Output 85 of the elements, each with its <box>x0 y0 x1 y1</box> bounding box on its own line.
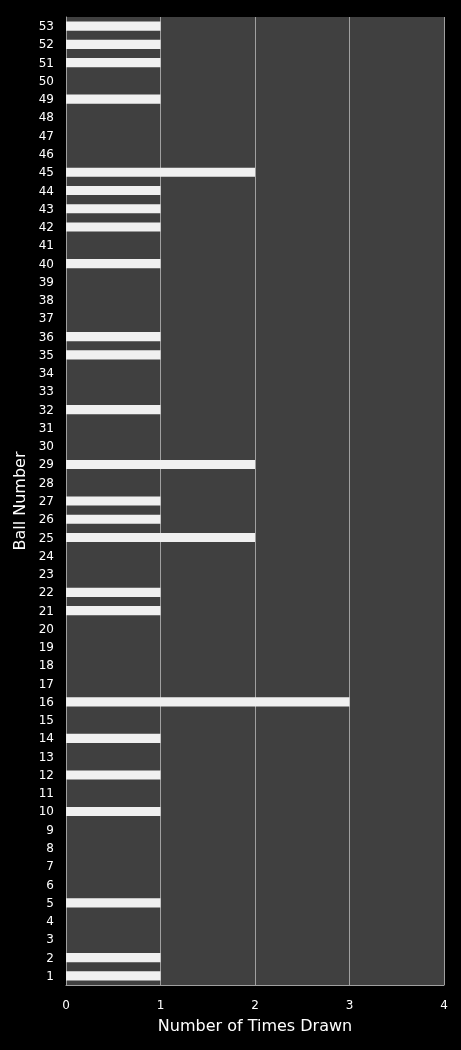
y-tick-label: 8 <box>46 841 54 856</box>
bar <box>66 587 161 597</box>
y-tick-label: 35 <box>38 347 54 362</box>
y-tick-label: 38 <box>38 293 54 308</box>
y-tick-label: 20 <box>38 621 54 636</box>
y-tick-label: 19 <box>38 640 54 655</box>
y-tick-label: 17 <box>38 676 54 691</box>
y-tick-label: 14 <box>38 731 54 746</box>
x-tick-label: 1 <box>156 998 165 1012</box>
y-tick-label: 33 <box>38 384 54 399</box>
bar <box>66 167 255 177</box>
y-tick-label: 6 <box>46 877 54 892</box>
bar <box>66 806 161 817</box>
y-tick-label: 24 <box>38 548 54 563</box>
bar <box>66 496 161 506</box>
y-tick-label: 5 <box>46 895 54 910</box>
bar <box>66 39 161 49</box>
bar <box>66 953 161 963</box>
x-tick-label: 4 <box>440 998 448 1012</box>
y-tick-label: 47 <box>38 128 54 143</box>
y-tick-label: 27 <box>38 494 54 508</box>
y-tick-label: 44 <box>38 183 54 198</box>
y-tick-label: 37 <box>38 311 54 326</box>
x-tick-label: 2 <box>251 998 259 1012</box>
y-axis-title: Ball Number <box>10 451 30 551</box>
y-tick-label: 41 <box>38 238 54 253</box>
y-tick-label: 29 <box>38 457 54 472</box>
y-tick-label: 49 <box>38 92 54 107</box>
bar <box>66 606 161 616</box>
bar <box>66 514 161 524</box>
bar <box>66 94 161 104</box>
y-tick-label: 11 <box>38 786 54 801</box>
bar <box>66 204 161 214</box>
y-tick-label: 45 <box>38 165 54 180</box>
y-tick-label: 51 <box>38 55 54 70</box>
x-axis-title: Number of Times Drawn <box>157 1015 353 1035</box>
bar <box>66 405 161 415</box>
y-tick-label: 53 <box>38 19 54 34</box>
y-tick-label: 12 <box>38 767 54 782</box>
bar <box>66 21 161 31</box>
y-tick-label: 3 <box>46 932 54 947</box>
y-tick-label: 46 <box>38 146 54 161</box>
y-tick-label: 40 <box>38 256 54 271</box>
y-tick-label: 9 <box>46 822 54 837</box>
y-tick-label: 50 <box>38 73 54 88</box>
y-tick-label: 15 <box>38 713 54 728</box>
y-tick-label: 25 <box>38 530 54 545</box>
y-tick-label: 2 <box>46 950 54 965</box>
y-tick-label: 26 <box>38 512 54 527</box>
y-tick-label: 13 <box>38 749 54 764</box>
y-tick-label: 10 <box>38 804 54 819</box>
y-tick-label: 31 <box>38 420 54 435</box>
y-tick-label: 48 <box>38 110 54 125</box>
y-tick-label: 32 <box>38 402 54 417</box>
bar <box>66 898 161 908</box>
bar <box>66 350 161 360</box>
y-tick-label: 52 <box>38 37 54 52</box>
y-tick-label: 43 <box>38 201 54 216</box>
y-tick-label: 1 <box>46 968 54 983</box>
y-tick-label: 39 <box>38 274 54 289</box>
bar <box>66 459 255 470</box>
y-tick-label: 36 <box>38 329 54 344</box>
bar <box>66 532 255 543</box>
y-tick-label: 23 <box>38 567 54 582</box>
bar <box>66 185 161 196</box>
y-tick-label: 7 <box>46 859 54 874</box>
x-tick-label: 0 <box>62 998 70 1012</box>
bar <box>66 697 350 707</box>
y-tick-label: 22 <box>38 585 54 600</box>
bar <box>66 58 161 68</box>
bar <box>66 332 161 342</box>
y-tick-label: 18 <box>38 658 54 673</box>
y-tick-label: 42 <box>38 220 54 235</box>
y-tick-label: 28 <box>38 475 54 490</box>
bar <box>66 770 161 780</box>
bar <box>66 259 161 269</box>
y-tick-label: 30 <box>38 439 54 454</box>
y-tick-label: 21 <box>38 603 54 618</box>
bar <box>66 971 161 981</box>
x-tick-label: 3 <box>345 998 354 1012</box>
y-tick-label: 16 <box>38 694 54 709</box>
bar <box>66 222 161 232</box>
y-tick-label: 4 <box>46 914 54 929</box>
y-tick-label: 34 <box>38 366 54 381</box>
bar <box>66 733 161 743</box>
